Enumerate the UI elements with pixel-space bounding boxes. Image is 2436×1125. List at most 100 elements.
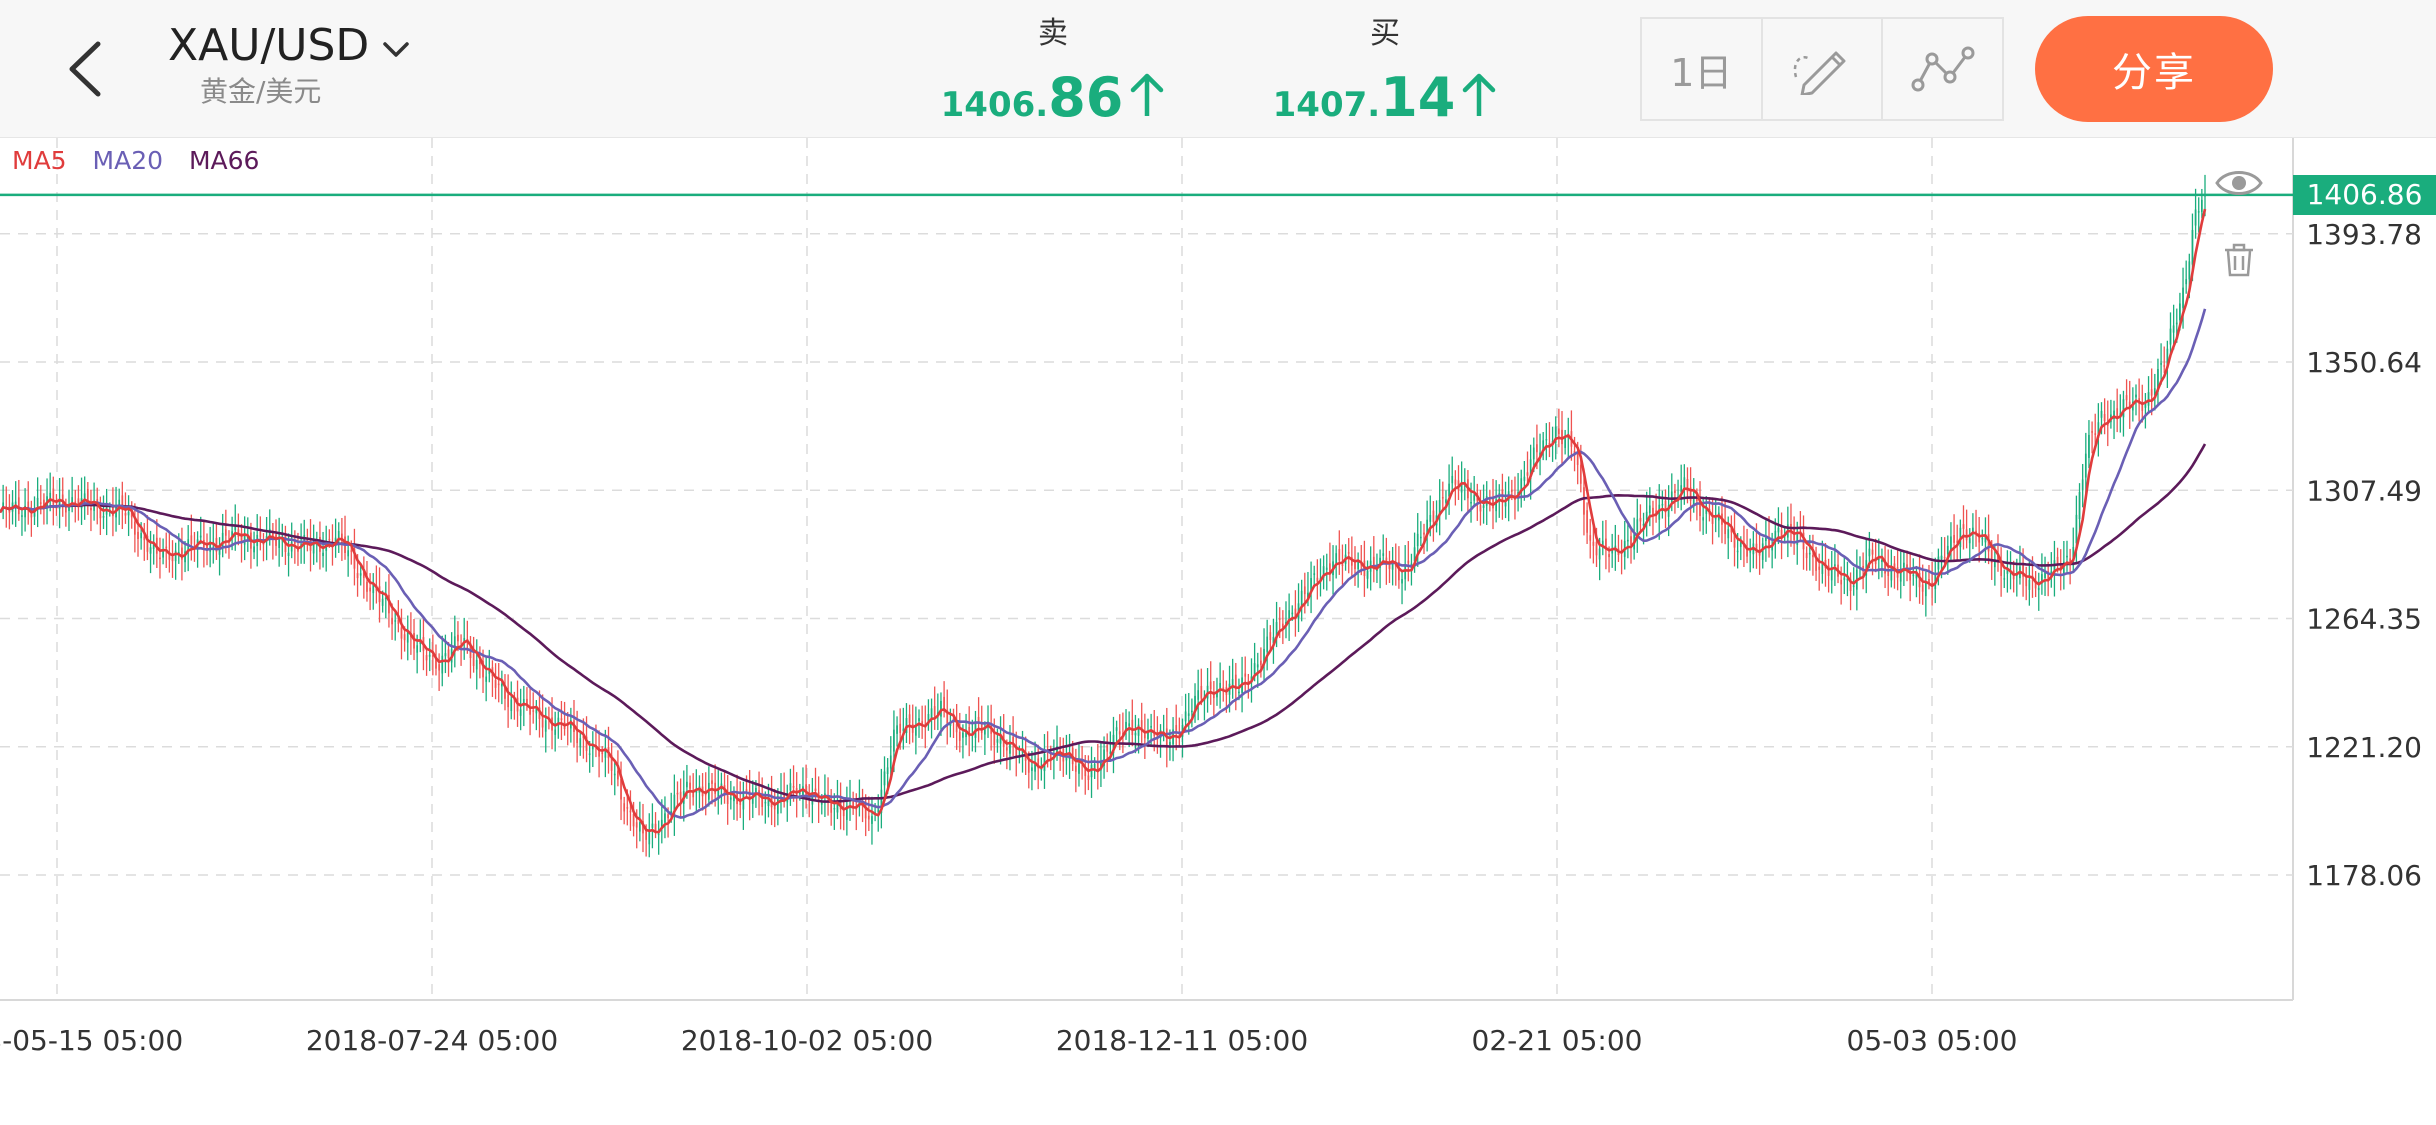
candle-body xyxy=(2163,365,2166,367)
candle-body xyxy=(1972,527,1974,534)
candle-body xyxy=(2,502,4,510)
symbol-selector[interactable]: XAU/USD xyxy=(168,20,410,71)
candle-body xyxy=(1281,623,1284,628)
candle-body xyxy=(1702,517,1705,521)
price-chart[interactable]: 1393.78 1350.64 1307.49 1264.35 1221.20 1178.… xyxy=(0,138,2436,1125)
candle-body xyxy=(1222,687,1225,691)
visibility-toggle[interactable] xyxy=(2214,164,2264,206)
ma5-line xyxy=(0,208,2207,834)
candle-body xyxy=(1912,574,1915,577)
candle-body xyxy=(905,718,908,733)
candle-body xyxy=(306,538,309,543)
candle-body xyxy=(908,714,911,724)
candle-body xyxy=(1212,692,1215,699)
candle-body xyxy=(1118,731,1121,735)
candle-body xyxy=(1755,543,1758,554)
candle-body xyxy=(1438,499,1441,515)
candle-body xyxy=(933,706,936,716)
share-button[interactable]: 分享 xyxy=(2035,16,2273,122)
candle-body xyxy=(287,552,290,557)
candle-body xyxy=(2081,479,2084,491)
candle-body xyxy=(1489,499,1491,503)
candle-body xyxy=(1579,464,1582,484)
candle-body xyxy=(1128,723,1131,727)
candle-body xyxy=(482,660,484,678)
candle-body xyxy=(2150,389,2153,396)
candle-body xyxy=(918,718,920,722)
candle-body xyxy=(2194,209,2197,226)
candle-body xyxy=(2037,587,2040,591)
candle-body xyxy=(2053,560,2056,576)
candle-body xyxy=(1520,478,1523,494)
candle-body xyxy=(33,509,36,517)
candle-body xyxy=(1125,721,1127,732)
candle-body xyxy=(949,723,952,727)
buy-label: 买 xyxy=(1370,16,1400,51)
candle-body xyxy=(1106,745,1109,752)
candle-body xyxy=(2100,410,2103,418)
candle-body xyxy=(1968,538,1971,544)
period-button[interactable]: 1日 xyxy=(1642,19,1763,119)
sell-price-int: 1406. xyxy=(940,85,1049,125)
candle-body xyxy=(2128,401,2131,409)
candle-body xyxy=(1931,582,1933,586)
chart-toolbar: 1日 xyxy=(1640,17,2004,121)
candle-body xyxy=(479,659,481,665)
candle-body xyxy=(1231,679,1234,688)
candle-body xyxy=(43,499,45,507)
candle-body xyxy=(1887,570,1890,576)
candle-body xyxy=(833,808,836,810)
candle-body xyxy=(388,594,390,614)
candle-body xyxy=(1777,527,1780,533)
candle-body xyxy=(190,535,193,544)
candle-body xyxy=(1975,530,1977,533)
candle-body xyxy=(1372,556,1375,566)
candle-body xyxy=(1526,472,1529,476)
draw-tool-button[interactable] xyxy=(1763,19,1884,119)
candle-body xyxy=(1216,690,1218,698)
candle-body xyxy=(664,813,666,823)
candle-body xyxy=(381,598,384,606)
buy-quote[interactable]: 买 1407.14 xyxy=(1255,8,1515,129)
indicator-button[interactable] xyxy=(1883,19,2002,119)
candle-body xyxy=(2188,261,2191,280)
candle-body xyxy=(444,653,447,657)
sell-quote[interactable]: 卖 1406.86 xyxy=(928,8,1178,129)
back-button[interactable] xyxy=(60,36,120,102)
candle-body xyxy=(1705,509,1708,514)
candle-body xyxy=(356,573,359,579)
candle-body xyxy=(2116,408,2119,419)
candle-body xyxy=(1881,559,1883,563)
candle-body xyxy=(886,767,889,774)
candle-body xyxy=(1953,534,1955,543)
candle-body xyxy=(30,512,33,518)
candle-body xyxy=(1561,429,1563,445)
candle-body xyxy=(1338,548,1341,561)
candle-body xyxy=(1962,524,1965,529)
candle-body xyxy=(1256,664,1259,668)
candle-body xyxy=(1238,691,1240,694)
candle-body xyxy=(1652,507,1654,515)
candle-body xyxy=(921,721,924,726)
candle-body xyxy=(902,728,905,731)
candle-body xyxy=(1680,485,1683,493)
candle-body xyxy=(2078,492,2081,520)
candle-body xyxy=(322,552,324,557)
candle-body xyxy=(2191,229,2194,265)
candle-body xyxy=(52,488,55,505)
candle-body xyxy=(2144,401,2147,408)
candle-body xyxy=(206,543,208,551)
line-chart-icon xyxy=(1911,46,1975,92)
candle-body xyxy=(1482,505,1485,508)
candle-body xyxy=(1244,673,1247,677)
candle-body xyxy=(1143,734,1146,739)
candle-body xyxy=(1147,731,1149,739)
candle-body xyxy=(1200,685,1203,699)
delete-drawing-button[interactable] xyxy=(2221,242,2257,282)
candle-body xyxy=(751,796,754,804)
candle-body xyxy=(632,813,635,827)
candle-body xyxy=(1074,765,1077,772)
sell-price: 1406.86 xyxy=(928,66,1178,129)
candle-body xyxy=(1209,681,1212,690)
candle-body xyxy=(1388,560,1391,569)
